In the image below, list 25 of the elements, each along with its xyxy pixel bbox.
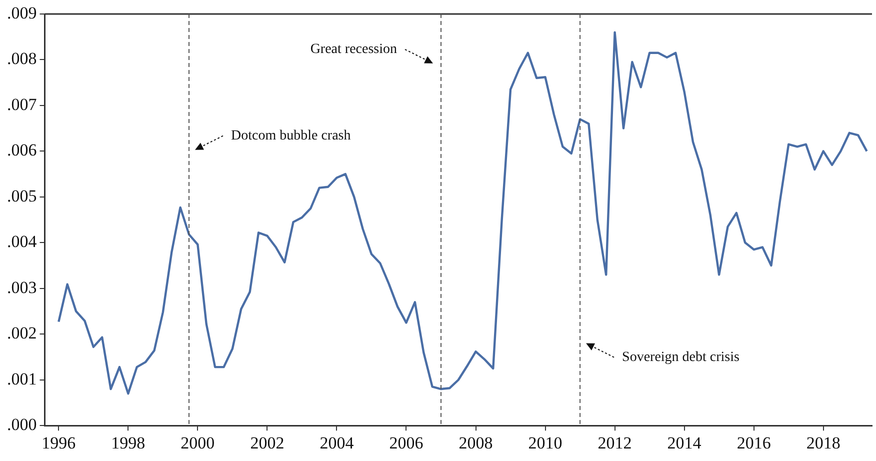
ref-line-label: Great recession — [310, 42, 398, 58]
y-tick-label: .001 — [7, 369, 37, 388]
x-tick-label: 2000 — [180, 433, 215, 452]
y-tick-label: .000 — [7, 415, 37, 434]
x-tick-label: 2008 — [458, 433, 493, 452]
ref-line-label: Dotcom bubble crash — [230, 128, 351, 144]
y-tick-label: .002 — [7, 324, 37, 343]
y-tick-label: .003 — [7, 278, 37, 297]
x-tick-label: 1998 — [111, 433, 146, 452]
y-tick-label: .009 — [7, 3, 37, 22]
y-tick-label: .006 — [7, 140, 37, 160]
x-tick-label: 2014 — [667, 433, 702, 452]
x-tick-label: 2010 — [528, 433, 562, 452]
y-tick-label: .005 — [7, 186, 37, 206]
x-tick-label: 2004 — [320, 433, 354, 452]
x-tick-label: 2002 — [250, 433, 284, 452]
ref-line-label: Sovereign debt crisis — [622, 350, 740, 365]
x-tick-label: 2012 — [598, 433, 632, 452]
x-tick-label: 2018 — [806, 433, 840, 452]
x-tick-label: 2016 — [736, 433, 771, 452]
y-tick-label: .008 — [7, 49, 37, 68]
y-tick-label: .004 — [7, 232, 38, 252]
x-tick-label: 2006 — [389, 433, 424, 452]
y-tick-label: .007 — [7, 94, 38, 114]
x-tick-label: 1996 — [42, 433, 76, 452]
